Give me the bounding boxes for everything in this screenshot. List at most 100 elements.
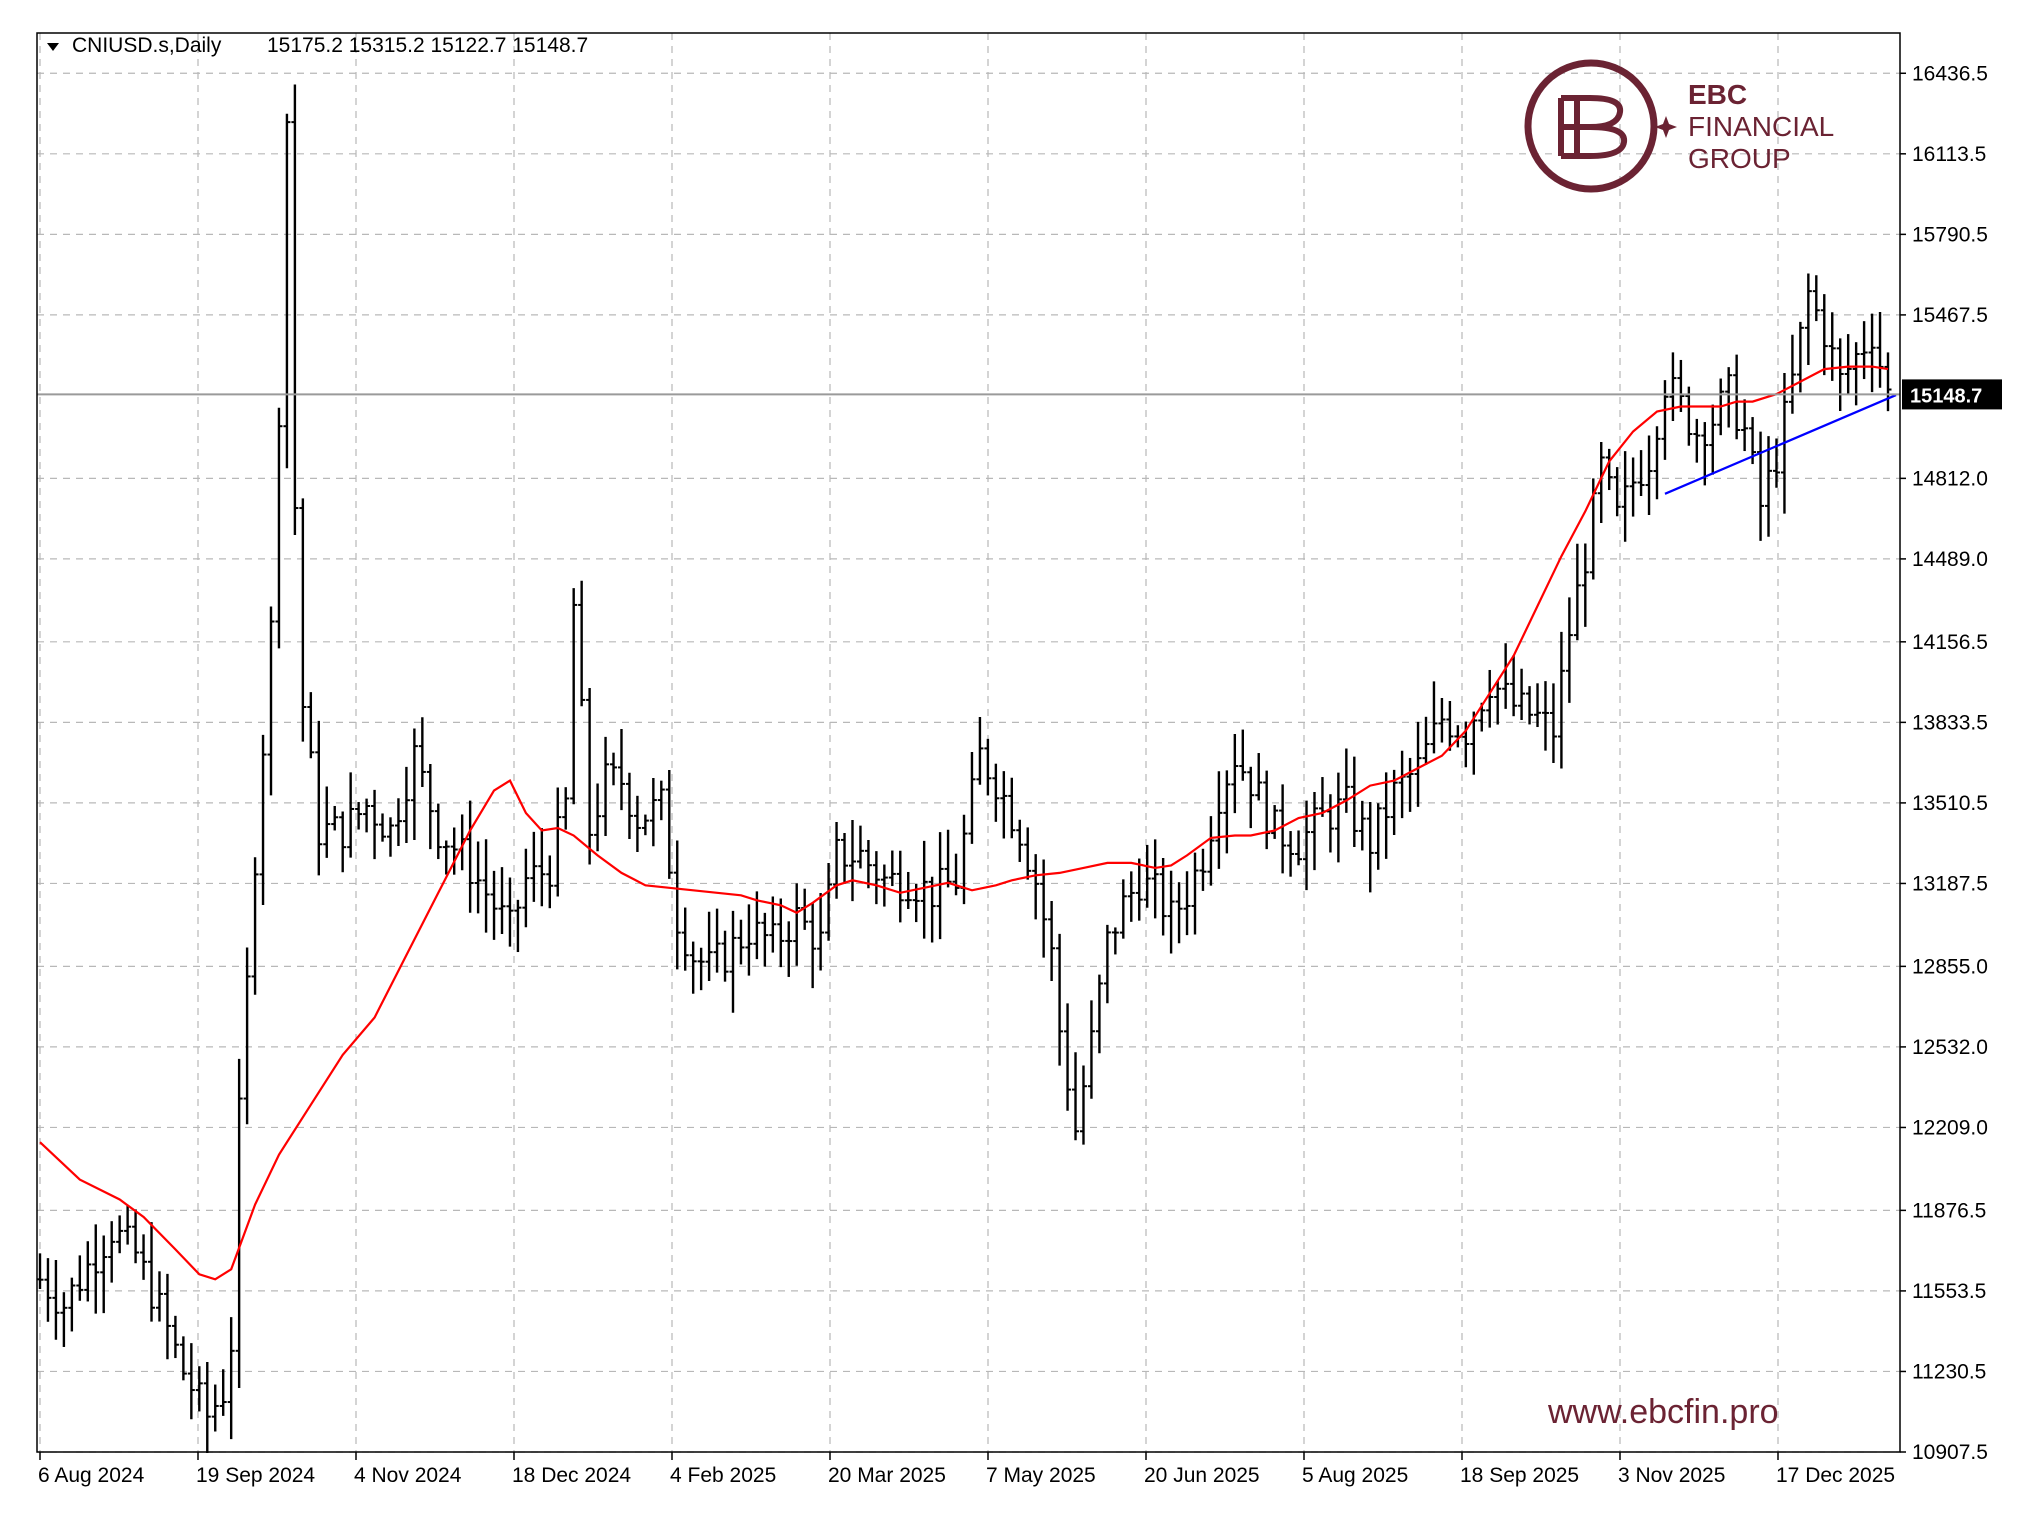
x-tick-label: 18 Dec 2024 <box>512 1464 631 1487</box>
ohlc-bar <box>936 832 944 940</box>
x-axis: 6 Aug 2024 19 Sep 2024 4 Nov 2024 18 Dec 20… <box>38 1452 1895 1487</box>
ohlc-bar <box>1661 380 1669 460</box>
ohlc-bar <box>1549 683 1557 764</box>
ohlc-bar <box>1597 442 1605 524</box>
ohlc-bar <box>1072 1052 1080 1141</box>
ohlc-bar <box>1693 418 1701 463</box>
ohlc-bar <box>434 803 442 860</box>
ohlc-bar <box>1000 771 1008 839</box>
ohlc-bar <box>610 752 618 786</box>
moving-average <box>39 365 1889 1281</box>
trendline <box>1664 394 1897 495</box>
ohlc-bar <box>586 688 594 865</box>
logo-monogram-icon <box>1558 95 1628 159</box>
x-tick-label: 5 Aug 2025 <box>1302 1464 1408 1487</box>
ohlc-bar <box>562 787 570 830</box>
ohlc-bar <box>68 1277 76 1332</box>
ohlc-bar <box>1064 1003 1072 1111</box>
ohlc-bar <box>1637 450 1645 497</box>
ohlc-bar <box>84 1241 92 1302</box>
ohlc-bar <box>379 813 387 842</box>
ohlc-bar <box>1828 312 1836 381</box>
ohlc-bar <box>825 863 833 941</box>
ohlc-bar <box>745 904 753 976</box>
ohlc-bar <box>211 1384 219 1432</box>
ohlc-bar <box>761 912 769 967</box>
ohlc-bar <box>1374 803 1382 870</box>
x-tick-label: 7 May 2025 <box>986 1464 1096 1487</box>
ohlc-bar <box>267 606 275 796</box>
y-tick-label: 11230.5 <box>1912 1360 1986 1383</box>
current-price-label: 15148.7 <box>1910 385 1982 407</box>
ohlc-bar <box>506 877 514 947</box>
ohlc-bar <box>920 840 928 939</box>
ohlc-bar <box>1701 422 1709 486</box>
ohlc-bar <box>657 780 665 821</box>
ohlc-bar <box>243 947 251 1125</box>
ohlc-bar <box>1438 698 1446 743</box>
y-tick-label: 13187.5 <box>1912 872 1988 895</box>
ohlc-bar <box>76 1255 84 1301</box>
ohlc-bar <box>195 1366 203 1412</box>
y-tick-label: 11553.5 <box>1912 1280 1986 1303</box>
ohlc-bar <box>1056 933 1064 1066</box>
ohlc-bar <box>1135 858 1143 921</box>
ohlc-bar <box>1239 729 1247 781</box>
ohlc-bar <box>1422 716 1430 765</box>
ohlc-bar <box>1653 426 1661 500</box>
ohlc-bar <box>928 876 936 943</box>
logo-line1: EBC <box>1688 79 1747 110</box>
ohlc-bar <box>442 840 450 875</box>
ohlc-bar <box>1510 655 1518 717</box>
ohlc-bar <box>1350 756 1358 847</box>
ohlc-bar <box>1032 854 1040 920</box>
ohlc-bar <box>896 850 904 923</box>
price-bars <box>36 84 1892 1453</box>
ohlc-bar <box>1414 721 1422 807</box>
ohlc-bar <box>1621 451 1629 542</box>
ohlc-bar <box>1310 792 1318 871</box>
ohlc-bar <box>1247 766 1255 829</box>
ohlc-bar <box>968 752 976 844</box>
ohlc-bar <box>1709 404 1717 475</box>
ohlc-bar <box>1111 927 1119 955</box>
ohlc-bar <box>227 1317 235 1440</box>
ohlc-bar <box>1255 753 1263 801</box>
ohlc-bar <box>474 841 482 914</box>
ohlc-bar <box>323 786 331 858</box>
ohlc-bar <box>809 902 817 989</box>
ohlc-bar <box>546 855 554 909</box>
ohlc-bar <box>944 829 952 888</box>
ohlc-bar <box>841 833 849 884</box>
ohlc-bar <box>992 763 1000 822</box>
ohlc-bar <box>1884 352 1892 412</box>
ohlc-bar <box>697 947 705 991</box>
ohlc-bar <box>116 1215 124 1254</box>
ohlc-bar <box>737 919 745 965</box>
ohlc-bar <box>307 692 315 759</box>
ohlc-bar <box>259 734 267 906</box>
y-tick-label: 12209.0 <box>1912 1116 1988 1139</box>
ohlc-bar <box>1526 686 1534 725</box>
ohlc-bar <box>1685 386 1693 446</box>
ohlc-bar <box>275 407 283 649</box>
x-tick-label: 19 Sep 2024 <box>196 1464 315 1487</box>
ohlc-bar <box>1271 805 1279 839</box>
ohlc-bar <box>1382 772 1390 859</box>
dropdown-triangle-icon[interactable] <box>47 43 59 51</box>
ohlc-bar <box>498 867 506 935</box>
ohlc-bar <box>1231 734 1239 814</box>
ohlc-bar <box>291 84 299 535</box>
ohlc-bar <box>1040 859 1048 958</box>
y-tick-label: 15790.5 <box>1912 223 1988 246</box>
ohlc-bar <box>594 783 602 852</box>
y-tick-label: 12855.0 <box>1912 955 1988 978</box>
grid <box>37 33 1900 1453</box>
ohlc-bar <box>1876 311 1884 388</box>
ohlc-bar <box>1175 882 1183 944</box>
y-tick-label: 14156.5 <box>1912 631 1988 654</box>
ohlc-bar <box>856 825 864 869</box>
ohlc-bar <box>1008 777 1016 839</box>
ohlc-bar <box>219 1369 227 1416</box>
ohlc-bar <box>1279 784 1287 874</box>
